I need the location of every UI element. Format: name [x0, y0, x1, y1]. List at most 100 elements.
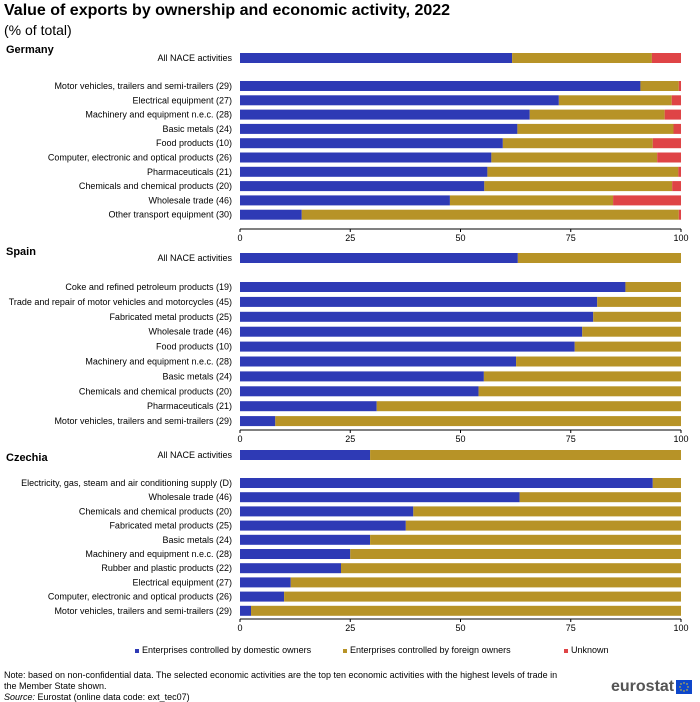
source-line: Source: Eurostat (online data code: ext_…: [4, 692, 190, 702]
bar-foreign: [652, 478, 681, 488]
eu-flag-icon: [676, 680, 693, 694]
bar-domestic: [240, 81, 641, 91]
bar-domestic: [240, 401, 377, 412]
x-tick-label: 50: [455, 434, 465, 444]
bar-domestic: [240, 356, 517, 367]
bar-domestic: [240, 326, 583, 337]
panel-title-czechia: Czechia: [6, 452, 48, 464]
bar-foreign: [516, 356, 681, 367]
bar-foreign: [593, 311, 681, 322]
category-label: Fabricated metal products (25): [109, 312, 232, 322]
category-label: Motor vehicles, trailers and semi-traile…: [54, 416, 232, 426]
bar-foreign: [640, 81, 679, 91]
source-label: Source:: [4, 692, 36, 702]
category-label: Wholesale trade (46): [148, 492, 232, 502]
bar-foreign: [251, 605, 681, 616]
bar-foreign: [376, 401, 681, 412]
bar-foreign: [350, 549, 681, 559]
bar-unknown: [673, 123, 681, 134]
bar-domestic: [240, 152, 492, 163]
category-label: Chemicals and chemical products (20): [79, 386, 232, 396]
bar-domestic: [240, 549, 351, 559]
category-label: Electrical equipment (27): [132, 95, 232, 105]
bar-foreign: [517, 123, 674, 134]
bar-domestic: [240, 341, 575, 352]
bar-foreign: [290, 577, 682, 588]
category-label: Electricity, gas, steam and air conditio…: [21, 478, 232, 488]
legend-swatch-domestic: [135, 648, 139, 653]
bar-foreign: [582, 326, 681, 337]
category-label: Trade and repair of motor vehicles and m…: [9, 297, 232, 307]
category-label: Wholesale trade (46): [148, 195, 232, 205]
bar-foreign: [483, 371, 681, 382]
category-label: Computer, electronic and optical product…: [48, 592, 232, 602]
bar-foreign: [517, 253, 681, 263]
x-tick-label: 25: [345, 434, 355, 444]
bar-domestic: [240, 253, 518, 263]
x-tick-label: 0: [237, 233, 242, 243]
bar-domestic: [240, 166, 488, 177]
bar-foreign: [284, 591, 681, 602]
legend-item-unknown: Unknown: [564, 645, 609, 655]
bar-unknown: [664, 109, 681, 120]
bar-domestic: [240, 195, 450, 206]
bar-unknown: [672, 181, 681, 192]
category-label: Wholesale trade (46): [148, 327, 232, 337]
bar-domestic: [240, 53, 513, 63]
bar-foreign: [275, 416, 681, 427]
category-label: All NACE activities: [157, 253, 232, 263]
bar-domestic: [240, 138, 503, 149]
bar-unknown: [678, 81, 682, 91]
bar-unknown: [651, 53, 681, 63]
chart-subtitle: (% of total): [4, 22, 72, 38]
bar-domestic: [240, 123, 518, 134]
category-label: All NACE activities: [157, 450, 232, 460]
bar-foreign: [413, 506, 681, 517]
x-tick-label: 50: [455, 233, 465, 243]
category-label: Basic metals (24): [162, 124, 232, 134]
bar-foreign: [484, 181, 673, 192]
bar-foreign: [449, 195, 614, 206]
category-label: Fabricated metal products (25): [109, 521, 232, 531]
legend-label-unknown: Unknown: [571, 645, 609, 655]
bar-foreign: [574, 341, 681, 352]
x-tick-label: 75: [566, 233, 576, 243]
chart-area: Germany All NACE activities Motor vehicles…: [6, 44, 689, 633]
bar-domestic: [240, 478, 653, 488]
category-label: Food products (10): [156, 138, 232, 148]
x-tick-label: 100: [673, 434, 688, 444]
category-label: Machinery and equipment n.e.c. (28): [85, 357, 232, 367]
legend-swatch-foreign: [343, 648, 347, 653]
legend-label-foreign: Enterprises controlled by foreign owners: [350, 645, 511, 655]
bar-unknown: [652, 138, 681, 149]
x-tick-label: 50: [455, 623, 465, 633]
category-label: Pharmaceuticals (21): [147, 167, 232, 177]
bar-foreign: [597, 296, 681, 307]
category-label: Other transport equipment (30): [108, 210, 232, 220]
category-label: Machinery and equipment n.e.c. (28): [85, 549, 232, 559]
category-label: Rubber and plastic products (22): [101, 563, 232, 573]
chart-title: Value of exports by ownership and econom…: [4, 2, 451, 19]
x-tick-label: 0: [237, 623, 242, 633]
category-label: Chemicals and chemical products (20): [79, 506, 232, 516]
bar-foreign: [301, 209, 679, 220]
bar-foreign: [558, 95, 672, 106]
category-label: Computer, electronic and optical product…: [48, 153, 232, 163]
category-label: Electrical equipment (27): [132, 577, 232, 587]
bar-domestic: [240, 534, 371, 545]
panel-title-spain: Spain: [6, 246, 36, 258]
bar-foreign: [487, 166, 679, 177]
category-label: Chemicals and chemical products (20): [79, 181, 232, 191]
category-label: Motor vehicles, trailers and semi-traile…: [54, 606, 232, 616]
logo-text: eurostat: [611, 678, 675, 695]
x-tick-label: 75: [566, 434, 576, 444]
bar-unknown: [678, 209, 682, 220]
bar-foreign: [625, 282, 681, 292]
legend-swatch-unknown: [564, 648, 568, 653]
bar-domestic: [240, 95, 559, 106]
x-tick-label: 100: [673, 233, 688, 243]
footnote: Note: based on non-confidential data. Th…: [4, 670, 558, 691]
legend-item-foreign: Enterprises controlled by foreign owners: [343, 645, 511, 655]
legend-label-domestic: Enterprises controlled by domestic owner…: [142, 645, 312, 655]
x-tick-label: 25: [345, 233, 355, 243]
